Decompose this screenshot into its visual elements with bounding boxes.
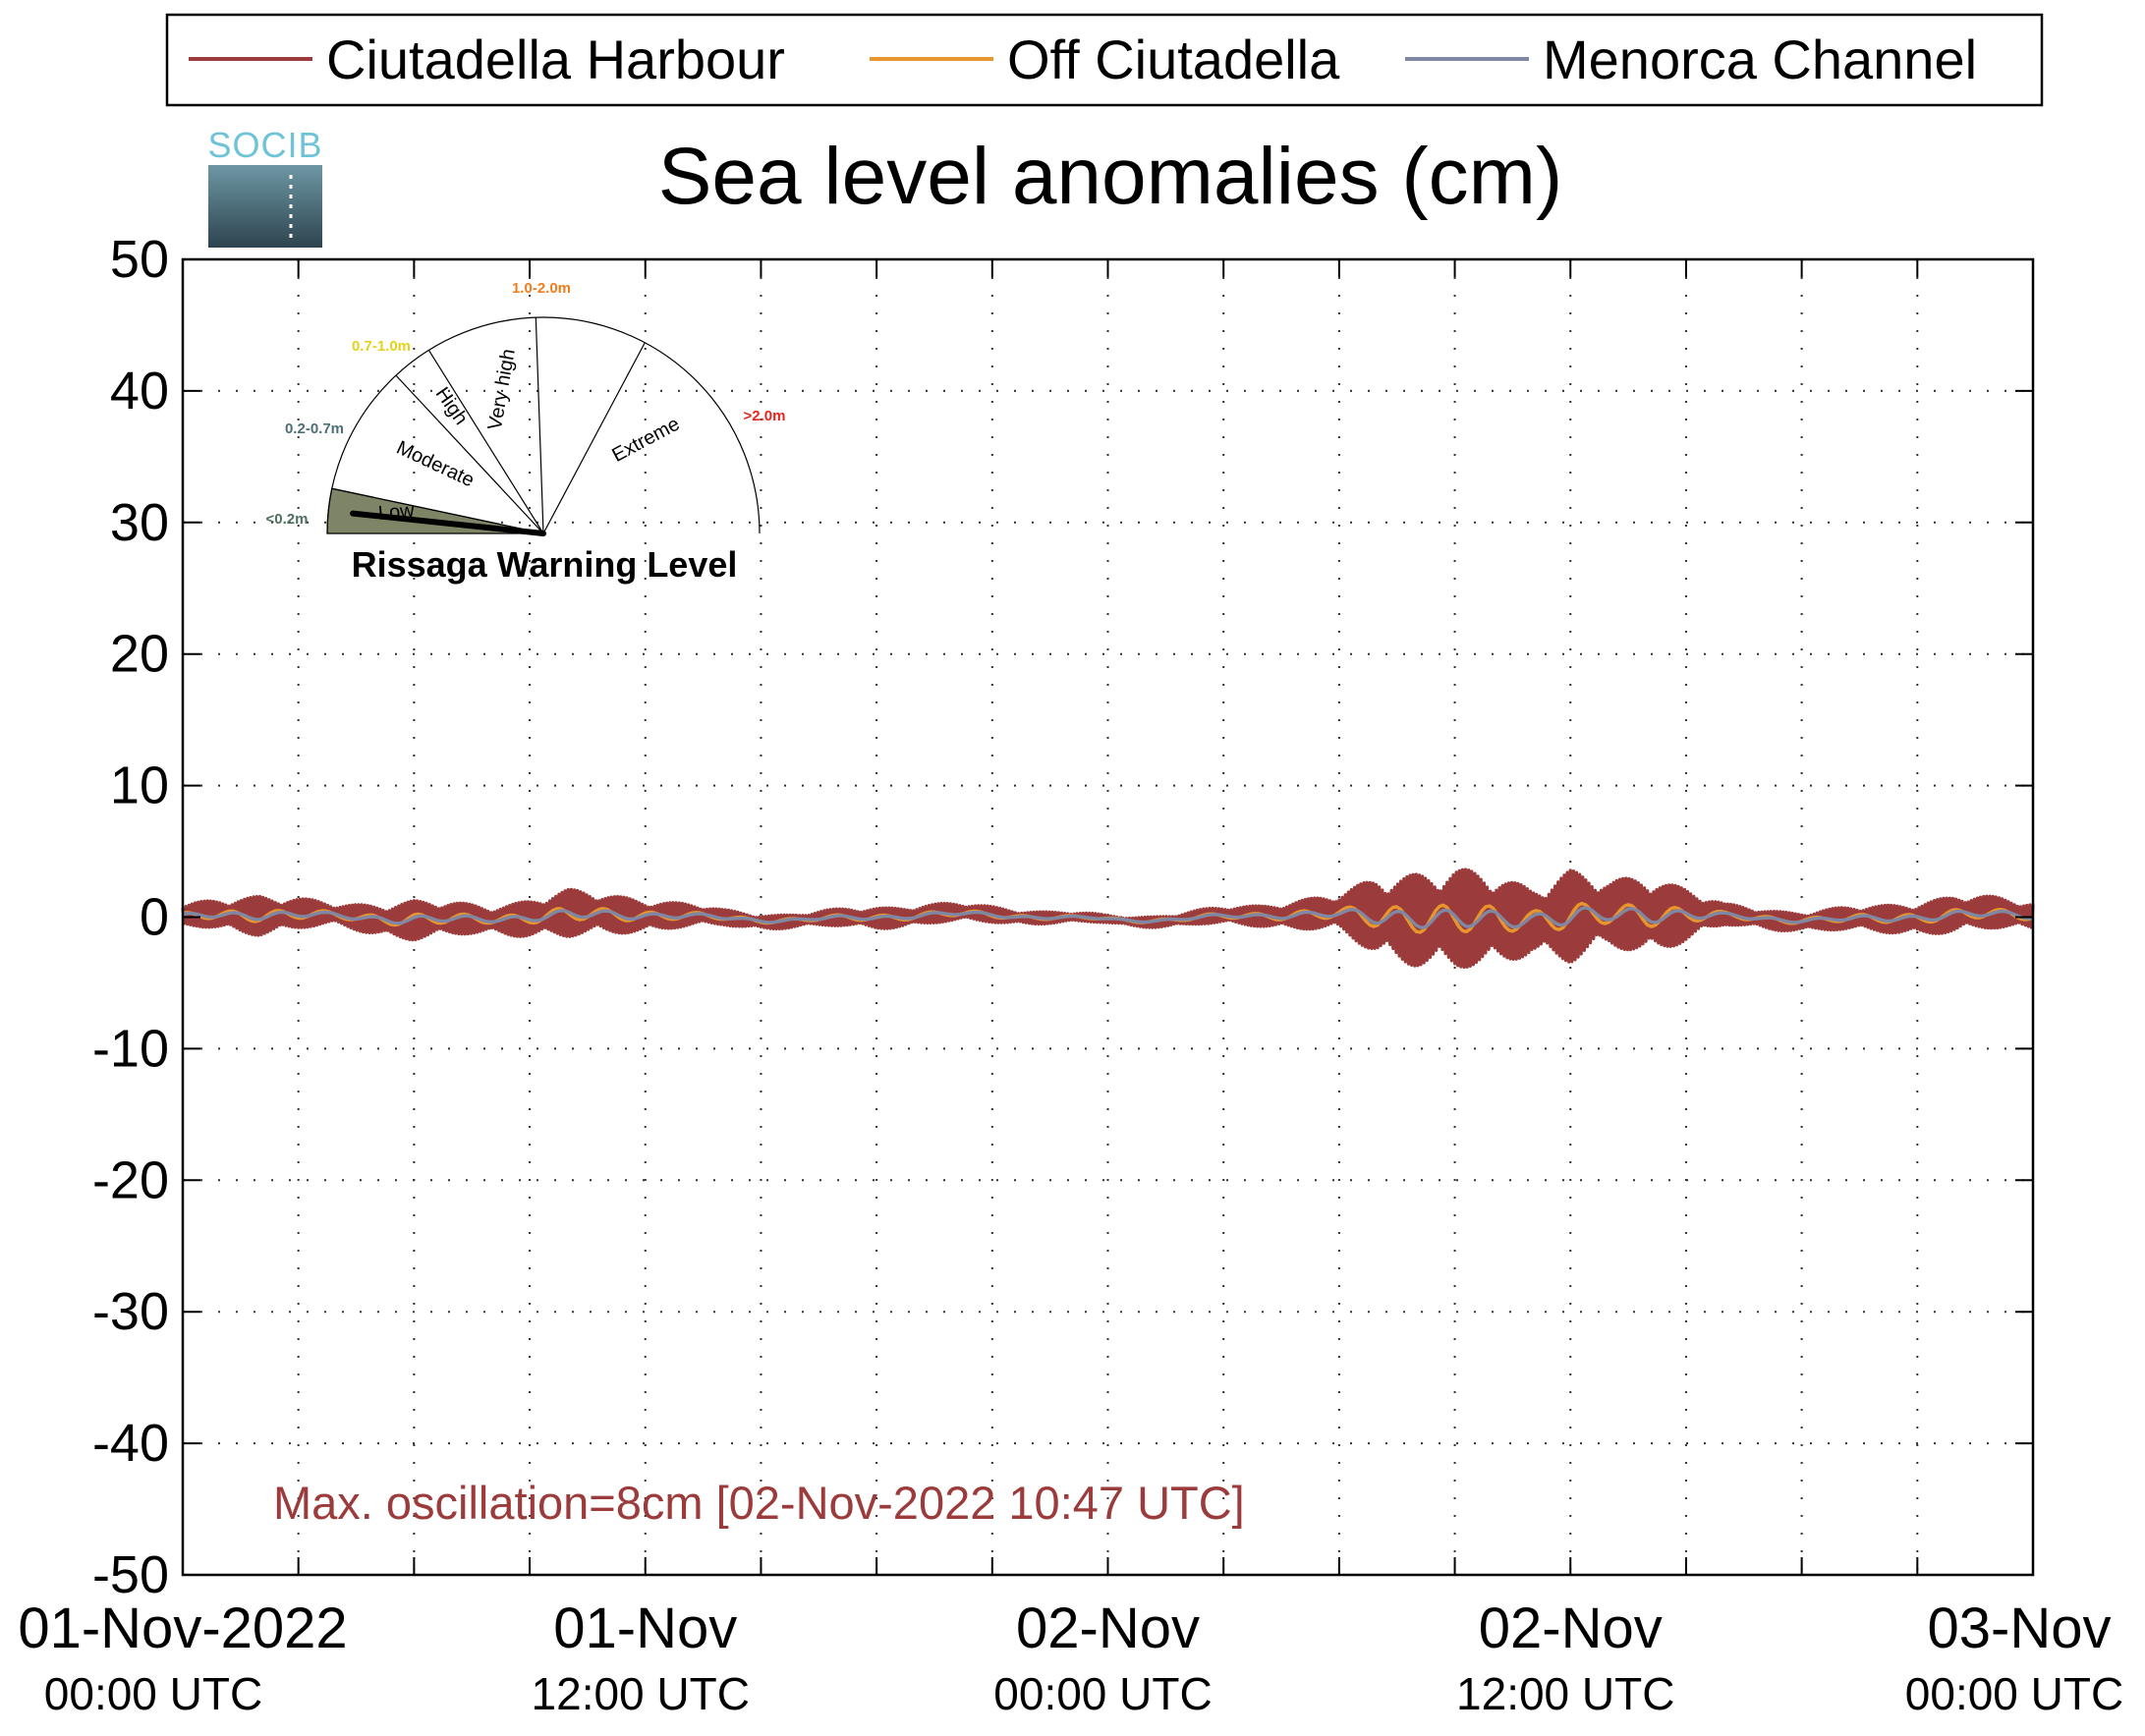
gauge-range-moderate: 0.2-0.7m [285,420,344,437]
gauge-outline [326,316,761,534]
legend-box [165,13,2044,107]
gauge-dividers [331,317,646,534]
legend-label-ciutadella-harbour: Ciutadella Harbour [326,28,785,90]
x-tick-label-time: 00:00 UTC [993,1668,1212,1719]
y-tick-label: 30 [110,493,169,552]
x-tick-label-date: 02-Nov [1016,1596,1200,1660]
x-tick-label-date: 01-Nov-2022 [18,1596,347,1660]
legend-item-ciutadella-harbour: Ciutadella Harbour [189,28,785,90]
gauge-divider [542,342,646,534]
series-line-menorca-channel [182,906,2034,929]
x-axis-tick-labels: 01-Nov-2022 00:00 UTC 01-Nov 12:00 UTC 02-No… [18,1596,2123,1719]
legend-label-off-ciutadella: Off Ciutadella [1007,28,1340,90]
socib-logo-block [208,165,322,248]
socib-logo-text: SOCIB [207,125,322,165]
x-tick-label-time: 00:00 UTC [44,1668,262,1719]
y-tick-label: -10 [92,1019,169,1078]
y-tick-label: -50 [92,1545,169,1604]
gauge-title: Rissaga Warning Level [352,544,738,585]
gauge-divider [395,374,544,534]
x-tick-label-time: 00:00 UTC [1905,1668,2123,1719]
max-oscillation-annotation: Max. oscillation=8cm [02-Nov-2022 10:47 … [273,1477,1245,1529]
legend: Ciutadella Harbour Off Ciutadella Menorc… [165,13,2044,107]
axis-ticks [182,258,2034,1576]
series-layer [181,868,2035,970]
legend-item-menorca-channel: Menorca Channel [1405,28,1977,90]
y-tick-label: 40 [110,362,169,420]
series-line-ciutadella-harbour [181,868,2035,970]
y-axis-tick-labels: 50 40 30 20 10 0 -10 -20 -30 -40 -50 [92,230,169,1604]
socib-logo: SOCIB [207,125,322,248]
legend-label-menorca-channel: Menorca Channel [1543,28,1977,90]
gauge-divider [427,350,544,534]
y-tick-label: 20 [110,625,169,684]
gauge-range-extreme: >2.0m [744,408,786,424]
legend-item-off-ciutadella: Off Ciutadella [870,28,1340,90]
y-tick-label: 0 [140,888,169,947]
gauge-needle [350,510,546,536]
y-tick-label: -40 [92,1414,169,1473]
x-tick-label-date: 01-Nov [553,1596,737,1660]
gauge-range-high: 0.7-1.0m [352,338,411,355]
x-tick-label-time: 12:00 UTC [532,1668,750,1719]
gauge-range-very-high: 1.0-2.0m [512,280,571,297]
x-tick-label-date: 02-Nov [1479,1596,1663,1660]
y-tick-label: 50 [110,230,169,289]
gauge-range-low: <0.2m [266,511,309,528]
x-tick-label-time: 12:00 UTC [1456,1668,1674,1719]
y-tick-label: -20 [92,1150,169,1209]
y-tick-label: 10 [110,756,169,815]
gauge-divider [331,487,544,534]
y-tick-label: -30 [92,1282,169,1341]
x-tick-label-date: 03-Nov [1928,1596,2112,1660]
chart-title: Sea level anomalies (cm) [658,132,1563,221]
gauge-divider [535,317,544,534]
